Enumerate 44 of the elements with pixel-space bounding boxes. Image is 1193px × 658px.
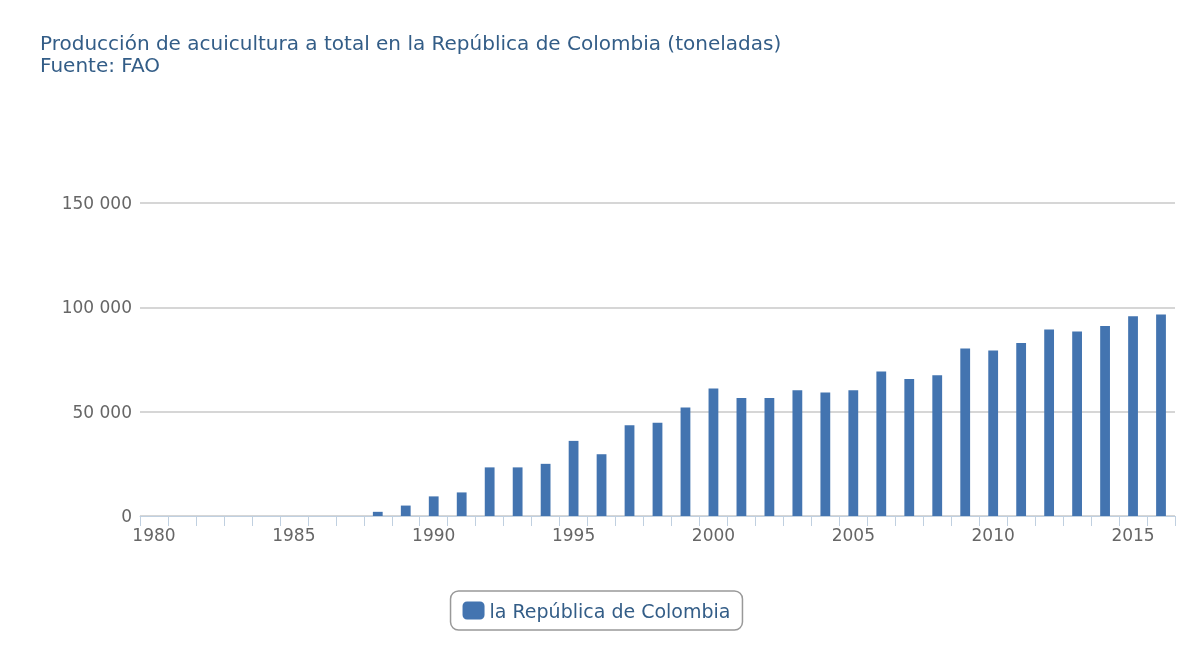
chart-title: Producción de acuicultura a total en la República de Colombia (toneladas) (40, 31, 782, 55)
bar (708, 388, 719, 516)
bar (1156, 314, 1166, 516)
bar (1100, 325, 1110, 516)
bar (904, 379, 915, 516)
bar (1072, 331, 1082, 516)
x-tick-label: 2005 (831, 524, 875, 545)
bar (428, 496, 439, 516)
bar (960, 348, 971, 516)
y-tick-label: 100 000 (61, 297, 132, 318)
bar (1128, 316, 1138, 516)
bar (456, 492, 467, 516)
bar (820, 392, 831, 516)
x-tick-label: 1995 (551, 524, 596, 545)
bar (596, 454, 607, 516)
x-tick-label: 2000 (691, 524, 736, 545)
x-tick-label: 2015 (1111, 524, 1155, 545)
bar (484, 467, 495, 516)
bar (680, 407, 691, 516)
y-tick-label: 150 000 (61, 193, 132, 213)
bar (540, 463, 551, 516)
y-tick-label: 0 (121, 506, 132, 526)
bar (652, 422, 663, 516)
x-tick-label: 1980 (132, 524, 176, 545)
x-tick-label: 1990 (412, 524, 456, 545)
bar (1016, 343, 1027, 516)
bar (876, 371, 887, 516)
chart-subtitle: Fuente: FAO (40, 53, 161, 77)
bar (848, 390, 859, 516)
bar (624, 425, 635, 516)
x-tick-label: 2010 (971, 524, 1015, 545)
bar (988, 350, 999, 516)
y-tick-label: 50 000 (72, 401, 132, 422)
bar (932, 375, 943, 516)
legend-label: la República de Colombia (489, 599, 731, 622)
bar (400, 505, 411, 516)
bar (372, 511, 383, 516)
bar (792, 390, 803, 516)
bar (1044, 329, 1055, 516)
bar (764, 398, 775, 516)
x-tick-label: 1985 (272, 524, 316, 545)
bar (512, 467, 523, 516)
bar (568, 440, 579, 516)
bar (736, 398, 747, 516)
